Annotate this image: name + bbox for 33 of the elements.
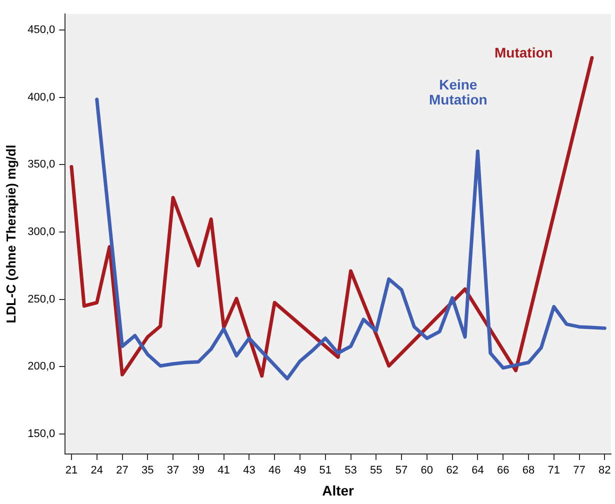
x-tick-label: 71: [548, 464, 560, 477]
x-tick-label: 27: [116, 464, 128, 477]
y-tick-label: 300,0: [28, 226, 56, 238]
x-tick-label: 64: [472, 464, 484, 477]
x-tick-label: 46: [268, 464, 281, 477]
y-tick-label: 150,0: [28, 428, 56, 440]
y-tick-label: 400,0: [28, 91, 56, 104]
y-tick-label: 350,0: [28, 158, 56, 171]
x-tick-label: 39: [192, 464, 205, 477]
x-tick-label: 55: [370, 464, 382, 477]
x-tick-label: 49: [294, 464, 306, 477]
x-tick-label: 60: [420, 464, 434, 477]
y-tick-label: 200,0: [28, 360, 56, 373]
text: Keine Mutation: [428, 76, 488, 108]
x-tick-label: 21: [65, 464, 78, 477]
y-tick-label: 250,0: [28, 293, 56, 306]
x-tick-label: 43: [243, 464, 256, 477]
x-tick-label: 53: [344, 464, 357, 477]
x-tick-label: 77: [573, 464, 586, 477]
y-axis-title: LDL-C (ohne Therapie) mg/dl: [3, 144, 18, 324]
x-tick-label: 82: [598, 464, 611, 477]
x-tick-label: 35: [142, 464, 154, 477]
x-tick-label: 62: [446, 464, 458, 477]
text: Mutation: [494, 44, 553, 60]
x-tick-label: 66: [496, 464, 510, 477]
x-tick-label: 51: [319, 464, 332, 477]
x-tick-label: 37: [166, 464, 180, 477]
x-axis-title: Alter: [322, 482, 355, 498]
y-tick-label: 450,0: [28, 24, 56, 36]
x-tick-label: 41: [218, 464, 230, 477]
x-tick-label: 57: [395, 464, 408, 477]
x-tick-label: 24: [90, 464, 103, 477]
x-tick-label: 68: [522, 464, 535, 477]
